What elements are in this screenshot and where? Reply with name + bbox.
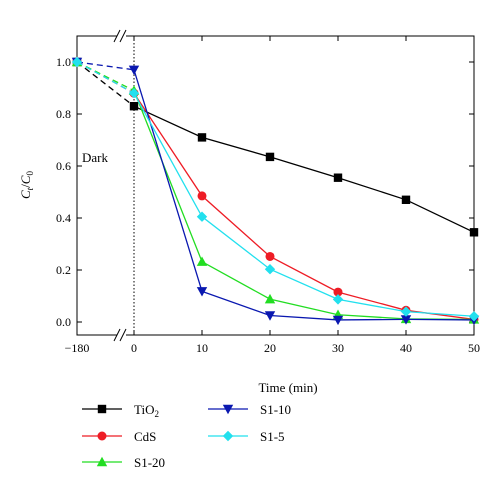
legend-item: S1-20 xyxy=(82,455,165,470)
series-s1-10 xyxy=(71,57,480,326)
x-tick-label: 20 xyxy=(264,341,276,355)
data-point xyxy=(196,211,208,222)
x-tick-label: −180 xyxy=(65,341,90,355)
y-axis-title: Ct/C0 xyxy=(18,171,35,199)
y-tick-label: 0.8 xyxy=(56,107,71,121)
legend-marker xyxy=(222,430,234,442)
data-point xyxy=(332,294,344,305)
y-tick-label: 1.0 xyxy=(56,55,71,69)
data-point xyxy=(264,311,276,321)
series-s1-5 xyxy=(71,56,480,322)
x-tick-label: 0 xyxy=(131,341,137,355)
x-tick-label: 10 xyxy=(196,341,208,355)
y-tick-label: 0.4 xyxy=(56,211,71,225)
series-line xyxy=(133,92,475,321)
axis-break-gap xyxy=(117,333,126,337)
axis-break-gap xyxy=(117,34,126,38)
data-point xyxy=(196,256,208,266)
data-point xyxy=(400,306,412,317)
data-point xyxy=(265,152,275,162)
legend: TiO2 CdS S1-20 S1-10 S1-5 xyxy=(82,402,291,470)
data-point xyxy=(469,228,479,237)
series-line xyxy=(133,90,475,321)
data-point xyxy=(265,251,275,261)
axis-break-mark xyxy=(119,328,127,342)
data-point xyxy=(264,264,276,275)
data-point xyxy=(332,315,344,326)
data-point xyxy=(468,311,480,322)
axis-break-mark xyxy=(113,29,121,43)
series-tio2 xyxy=(72,57,479,237)
data-point xyxy=(71,56,83,68)
y-tick-label: 0.6 xyxy=(56,159,71,173)
data-point xyxy=(197,191,207,201)
series-line-dark xyxy=(76,61,135,107)
data-point xyxy=(129,102,139,111)
legend-marker xyxy=(96,456,108,467)
dark-annotation: Dark xyxy=(82,150,108,165)
axis-break-mark xyxy=(119,29,127,43)
x-tick-label: 50 xyxy=(468,341,480,355)
legend-label: CdS xyxy=(134,429,156,444)
legend-marker xyxy=(97,431,107,441)
series-line xyxy=(133,69,475,321)
series-line-dark xyxy=(76,61,135,94)
legend-item: TiO2 xyxy=(82,402,159,419)
legend-item: S1-5 xyxy=(208,429,285,444)
data-point xyxy=(197,133,207,142)
data-point xyxy=(400,315,412,325)
legend-marker xyxy=(97,404,107,414)
data-point xyxy=(333,173,343,182)
series-line xyxy=(133,92,475,317)
legend-label: S1-10 xyxy=(260,402,291,417)
legend-marker xyxy=(222,404,234,415)
data-point xyxy=(264,293,276,304)
data-point xyxy=(401,195,411,204)
series-line xyxy=(133,105,475,233)
axis-break-mark xyxy=(113,328,121,342)
legend-item: CdS xyxy=(82,429,156,444)
plot-frame xyxy=(76,35,475,336)
x-tick-label: 40 xyxy=(400,341,412,355)
series-line-dark xyxy=(76,61,135,92)
legend-item: S1-10 xyxy=(208,402,291,417)
data-point xyxy=(333,287,343,297)
y-tick-label: 0.2 xyxy=(56,263,71,277)
legend-label: S1-5 xyxy=(260,429,285,444)
x-tick-label: 30 xyxy=(332,341,344,355)
legend-label: TiO2 xyxy=(134,402,159,419)
y-tick-label: 0.0 xyxy=(56,315,71,329)
data-point xyxy=(128,88,140,99)
data-point xyxy=(128,65,140,75)
legend-label: S1-20 xyxy=(134,455,165,470)
data-point xyxy=(196,287,208,297)
x-axis-title: Time (min) xyxy=(258,380,317,395)
